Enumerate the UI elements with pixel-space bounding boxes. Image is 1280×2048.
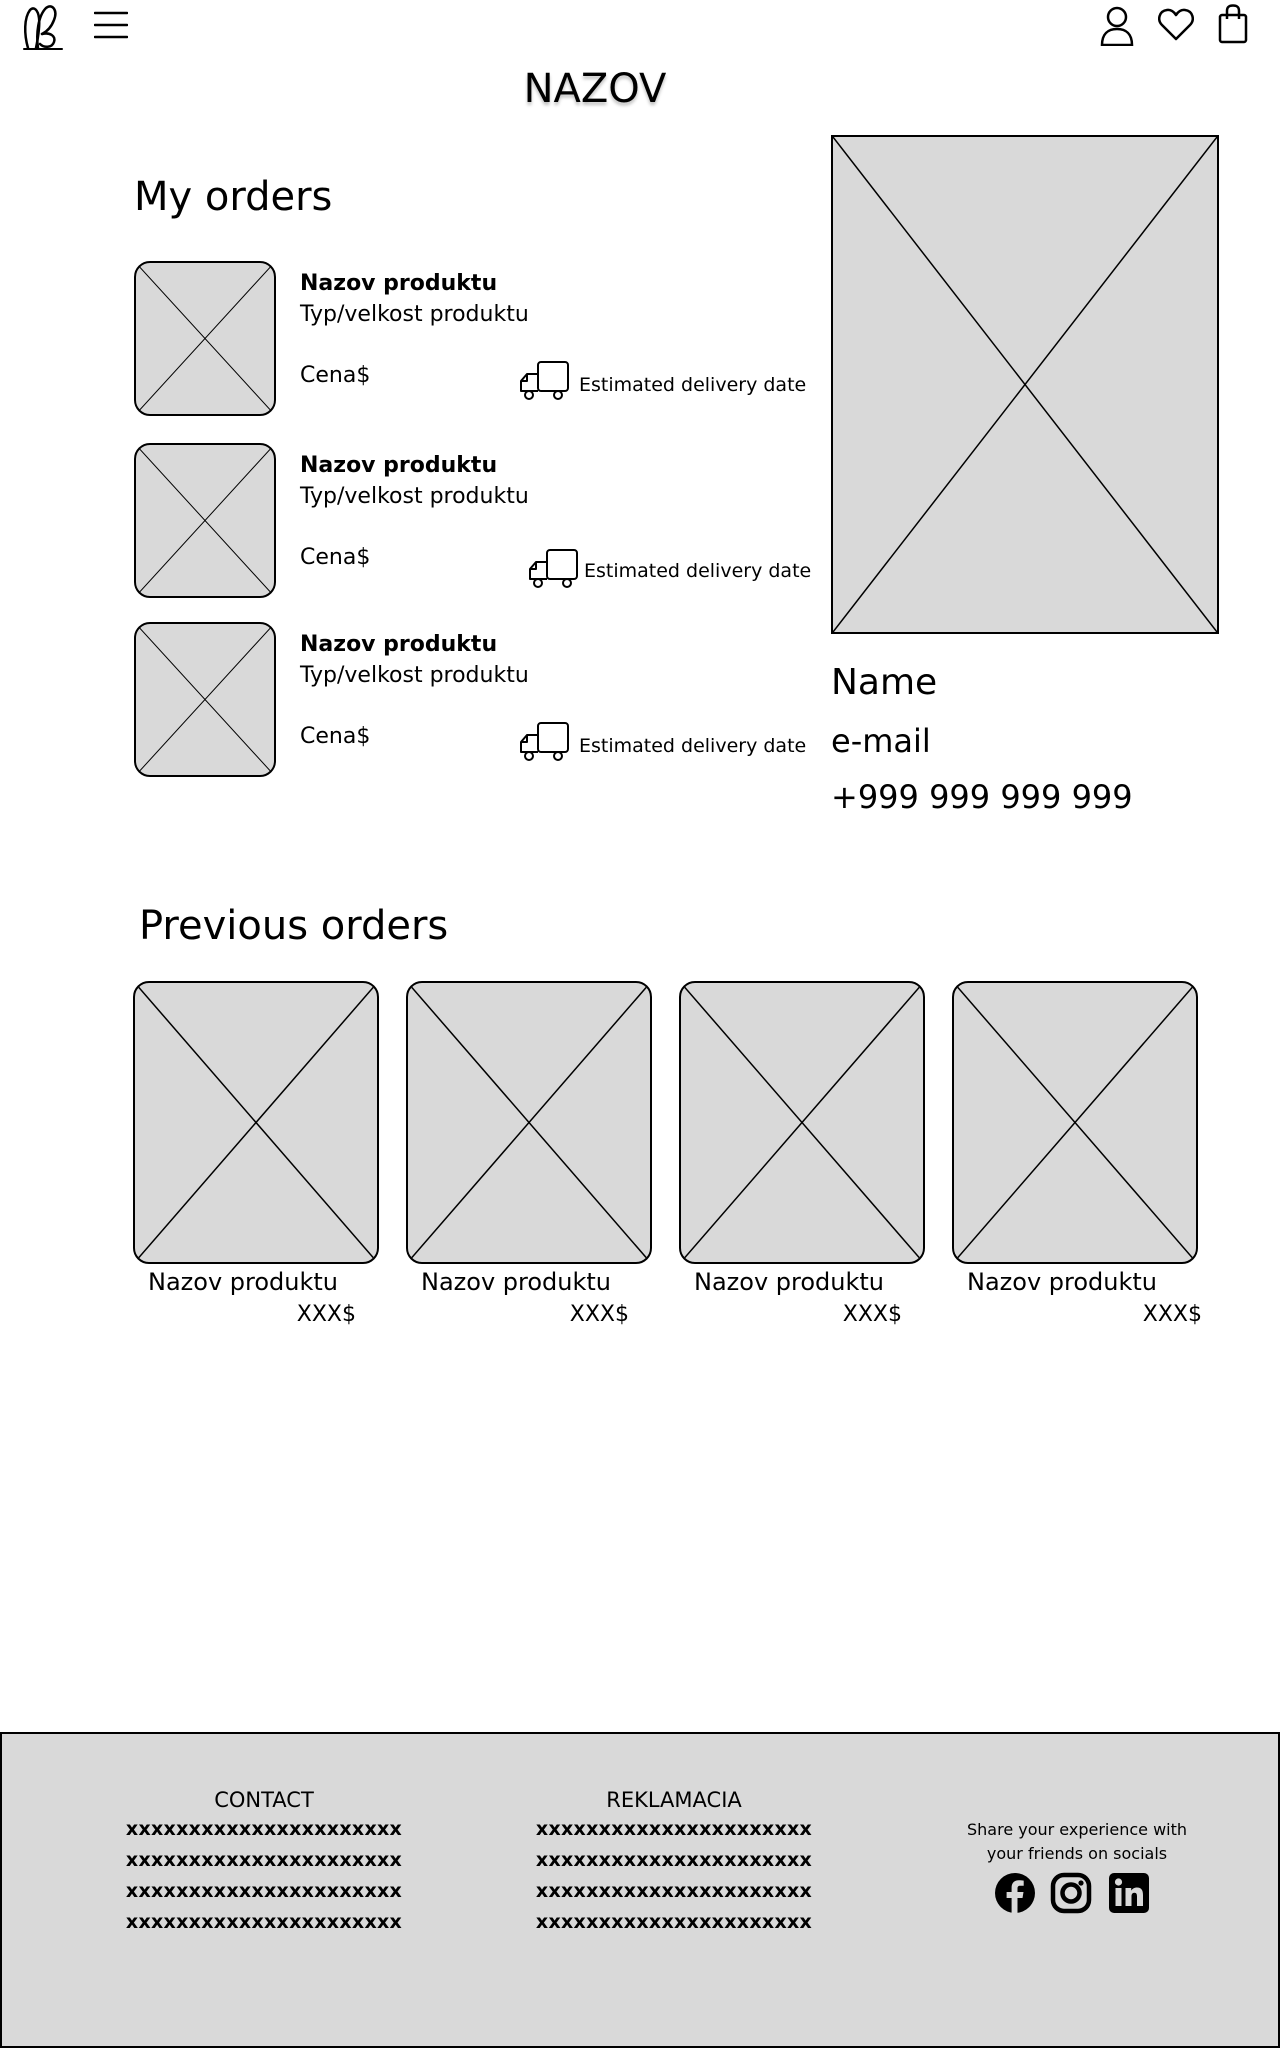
footer-reklamacia-title: REKLAMACIA: [606, 1788, 742, 1812]
footer-reklamacia-line: xxxxxxxxxxxxxxxxxxxxxx: [535, 1849, 813, 1871]
previous-order-price: XXX$: [1142, 1302, 1202, 1327]
estimated-delivery-date: Estimated delivery date: [579, 735, 807, 757]
profile-name: Name: [831, 662, 938, 703]
footer-share-line: your friends on socials: [986, 1844, 1168, 1863]
order-product-price: Cena$: [300, 363, 371, 388]
footer-contact-line: xxxxxxxxxxxxxxxxxxxxxx: [125, 1818, 403, 1840]
footer-reklamacia-line: xxxxxxxxxxxxxxxxxxxxxx: [535, 1880, 813, 1902]
order-product-type: Typ/velkost produktu: [300, 484, 529, 509]
footer-share-line: Share your experience with: [966, 1820, 1188, 1839]
footer-contact-line: xxxxxxxxxxxxxxxxxxxxxx: [125, 1880, 403, 1902]
footer-contact-title: CONTACT: [214, 1788, 314, 1812]
user-icon[interactable]: [1100, 6, 1134, 46]
brand-title: NAZOV: [523, 66, 667, 112]
previous-order-name[interactable]: Nazov produktu: [148, 1268, 338, 1296]
facebook-icon[interactable]: [994, 1872, 1036, 1914]
profile-email: e-mail: [831, 722, 931, 760]
instagram-icon[interactable]: [1050, 1872, 1092, 1914]
previous-order-name[interactable]: Nazov produktu: [694, 1268, 884, 1296]
profile-photo[interactable]: [831, 135, 1219, 634]
order-product-name[interactable]: Nazov produktu: [300, 632, 498, 657]
footer-contact-line: xxxxxxxxxxxxxxxxxxxxxx: [125, 1849, 403, 1871]
footer-share-text: Share your experience with your friends …: [927, 1818, 1227, 1866]
order-product-type: Typ/velkost produktu: [300, 663, 529, 688]
previous-order-price: XXX$: [296, 1302, 356, 1327]
order-product-image[interactable]: [134, 261, 276, 416]
hamburger-menu-icon[interactable]: [94, 10, 128, 40]
previous-order-price: XXX$: [569, 1302, 629, 1327]
my-orders-title: My orders: [134, 174, 333, 220]
shopping-bag-icon[interactable]: [1218, 4, 1248, 44]
footer-contact-line: xxxxxxxxxxxxxxxxxxxxxx: [125, 1911, 403, 1933]
order-product-price: Cena$: [300, 724, 371, 749]
order-product-name[interactable]: Nazov produktu: [300, 453, 498, 478]
previous-order-name[interactable]: Nazov produktu: [967, 1268, 1157, 1296]
delivery-truck-icon: [520, 721, 570, 763]
previous-order-image[interactable]: [679, 981, 925, 1264]
estimated-delivery-date: Estimated delivery date: [579, 374, 807, 396]
estimated-delivery-date: Estimated delivery date: [584, 560, 812, 582]
footer-reklamacia-line: xxxxxxxxxxxxxxxxxxxxxx: [535, 1818, 813, 1840]
delivery-truck-icon: [529, 548, 579, 590]
previous-order-image[interactable]: [406, 981, 652, 1264]
footer-reklamacia-line: xxxxxxxxxxxxxxxxxxxxxx: [535, 1911, 813, 1933]
footer-contact: CONTACT xxxxxxxxxxxxxxxxxxxxxx xxxxxxxxx…: [112, 1734, 416, 1938]
delivery-truck-icon: [520, 360, 570, 402]
order-product-image[interactable]: [134, 443, 276, 598]
order-product-type: Typ/velkost produktu: [300, 302, 529, 327]
heart-icon[interactable]: [1158, 8, 1194, 42]
previous-order-image[interactable]: [133, 981, 379, 1264]
order-product-image[interactable]: [134, 622, 276, 777]
profile-phone: +999 999 999 999: [831, 778, 1133, 816]
logo-icon[interactable]: [22, 4, 64, 50]
footer: CONTACT xxxxxxxxxxxxxxxxxxxxxx xxxxxxxxx…: [0, 1732, 1280, 2048]
previous-order-image[interactable]: [952, 981, 1198, 1264]
previous-order-name[interactable]: Nazov produktu: [421, 1268, 611, 1296]
linkedin-icon[interactable]: [1108, 1872, 1150, 1914]
order-product-price: Cena$: [300, 545, 371, 570]
order-product-name[interactable]: Nazov produktu: [300, 271, 498, 296]
previous-orders-title: Previous orders: [139, 903, 449, 949]
footer-reklamacia: REKLAMACIA xxxxxxxxxxxxxxxxxxxxxx xxxxxx…: [522, 1734, 826, 1938]
previous-order-price: XXX$: [842, 1302, 902, 1327]
